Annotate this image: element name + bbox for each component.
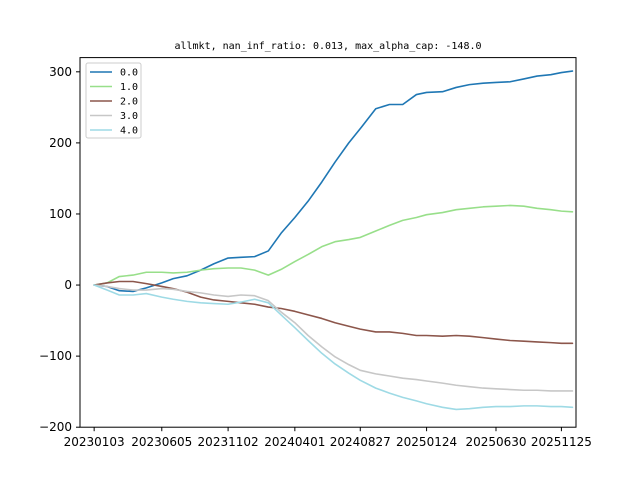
x-tick-label-1: 20230605	[131, 435, 192, 449]
series-line-3	[93, 284, 574, 392]
x-tick-label-7: 20251125	[531, 435, 592, 449]
y-tick-label-3: 100	[49, 207, 72, 221]
legend-label-1: 1.0	[120, 82, 138, 93]
series-line-4	[93, 284, 574, 411]
legend-box	[85, 62, 142, 139]
y-tick-label-2: 0	[64, 278, 72, 292]
series-layer	[93, 70, 574, 411]
y-axis: −200 −100 0 100 200 300	[39, 65, 80, 434]
x-tick-label-2: 20231102	[198, 435, 259, 449]
series-line-0	[93, 70, 574, 293]
legend-label-0: 0.0	[120, 68, 138, 79]
x-tick-label-6: 20250630	[465, 435, 526, 449]
x-tick-label-5: 20250124	[396, 435, 457, 449]
x-axis: 20230103 20230605 20231102 20240401 20240827…	[64, 427, 592, 449]
series-line-1	[93, 204, 574, 286]
chart-title: allmkt, nan_inf_ratio: 0.013, max_alpha_…	[174, 41, 481, 52]
legend-label-3: 3.0	[120, 111, 138, 122]
plot-frame	[79, 57, 577, 428]
y-tick-label-1: −100	[39, 349, 72, 363]
y-tick-label-5: 300	[49, 65, 72, 79]
x-tick-label-3: 20240401	[264, 435, 325, 449]
x-tick-label-0: 20230103	[64, 435, 125, 449]
legend: 0.0 1.0 2.0 3.0 4.0	[85, 62, 142, 139]
legend-label-4: 4.0	[120, 126, 138, 137]
y-tick-label-4: 200	[49, 136, 72, 150]
y-tick-label-0: −200	[39, 420, 72, 434]
x-tick-label-4: 20240827	[330, 435, 391, 449]
legend-label-2: 2.0	[120, 97, 138, 108]
